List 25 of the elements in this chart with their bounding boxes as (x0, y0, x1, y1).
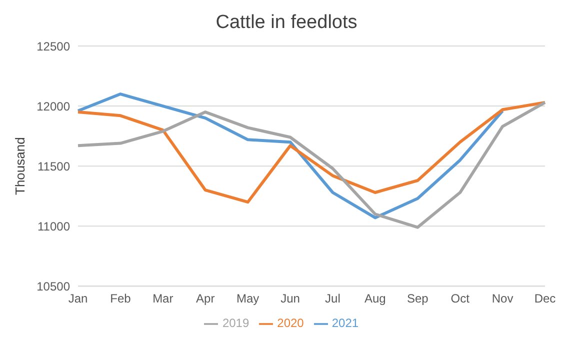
x-tick-label: Jun (280, 292, 300, 306)
x-tick-label: Feb (110, 292, 132, 306)
x-tick-label: Aug (364, 292, 386, 306)
line-series (76, 92, 504, 220)
x-tick-label: Jan (68, 292, 88, 306)
x-tick-label: May (236, 292, 260, 306)
chart-title: Cattle in feedlots (214, 11, 358, 35)
line-series (76, 100, 546, 204)
legend-label: 2020 (277, 316, 304, 330)
x-tick-label: Oct (450, 292, 470, 306)
y-axis-title: Thousand (12, 137, 28, 195)
y-tick-label: 12500 (36, 39, 70, 54)
legend-label: 2021 (332, 316, 359, 330)
y-tick-label: 10500 (36, 279, 70, 294)
y-tick-label: 11000 (38, 219, 70, 234)
y-tick-label: 11500 (38, 159, 70, 174)
x-tick-label: Mar (152, 292, 174, 306)
x-tick-label: Apr (196, 292, 215, 306)
x-tick-label: Nov (492, 292, 514, 306)
line-series (76, 100, 546, 229)
y-tick-label: 12000 (36, 99, 70, 114)
legend-label: 2019 (222, 316, 250, 330)
x-tick-label: Jul (325, 292, 340, 306)
x-tick-label: Dec (534, 292, 556, 306)
x-tick-label: Sep (406, 292, 429, 306)
